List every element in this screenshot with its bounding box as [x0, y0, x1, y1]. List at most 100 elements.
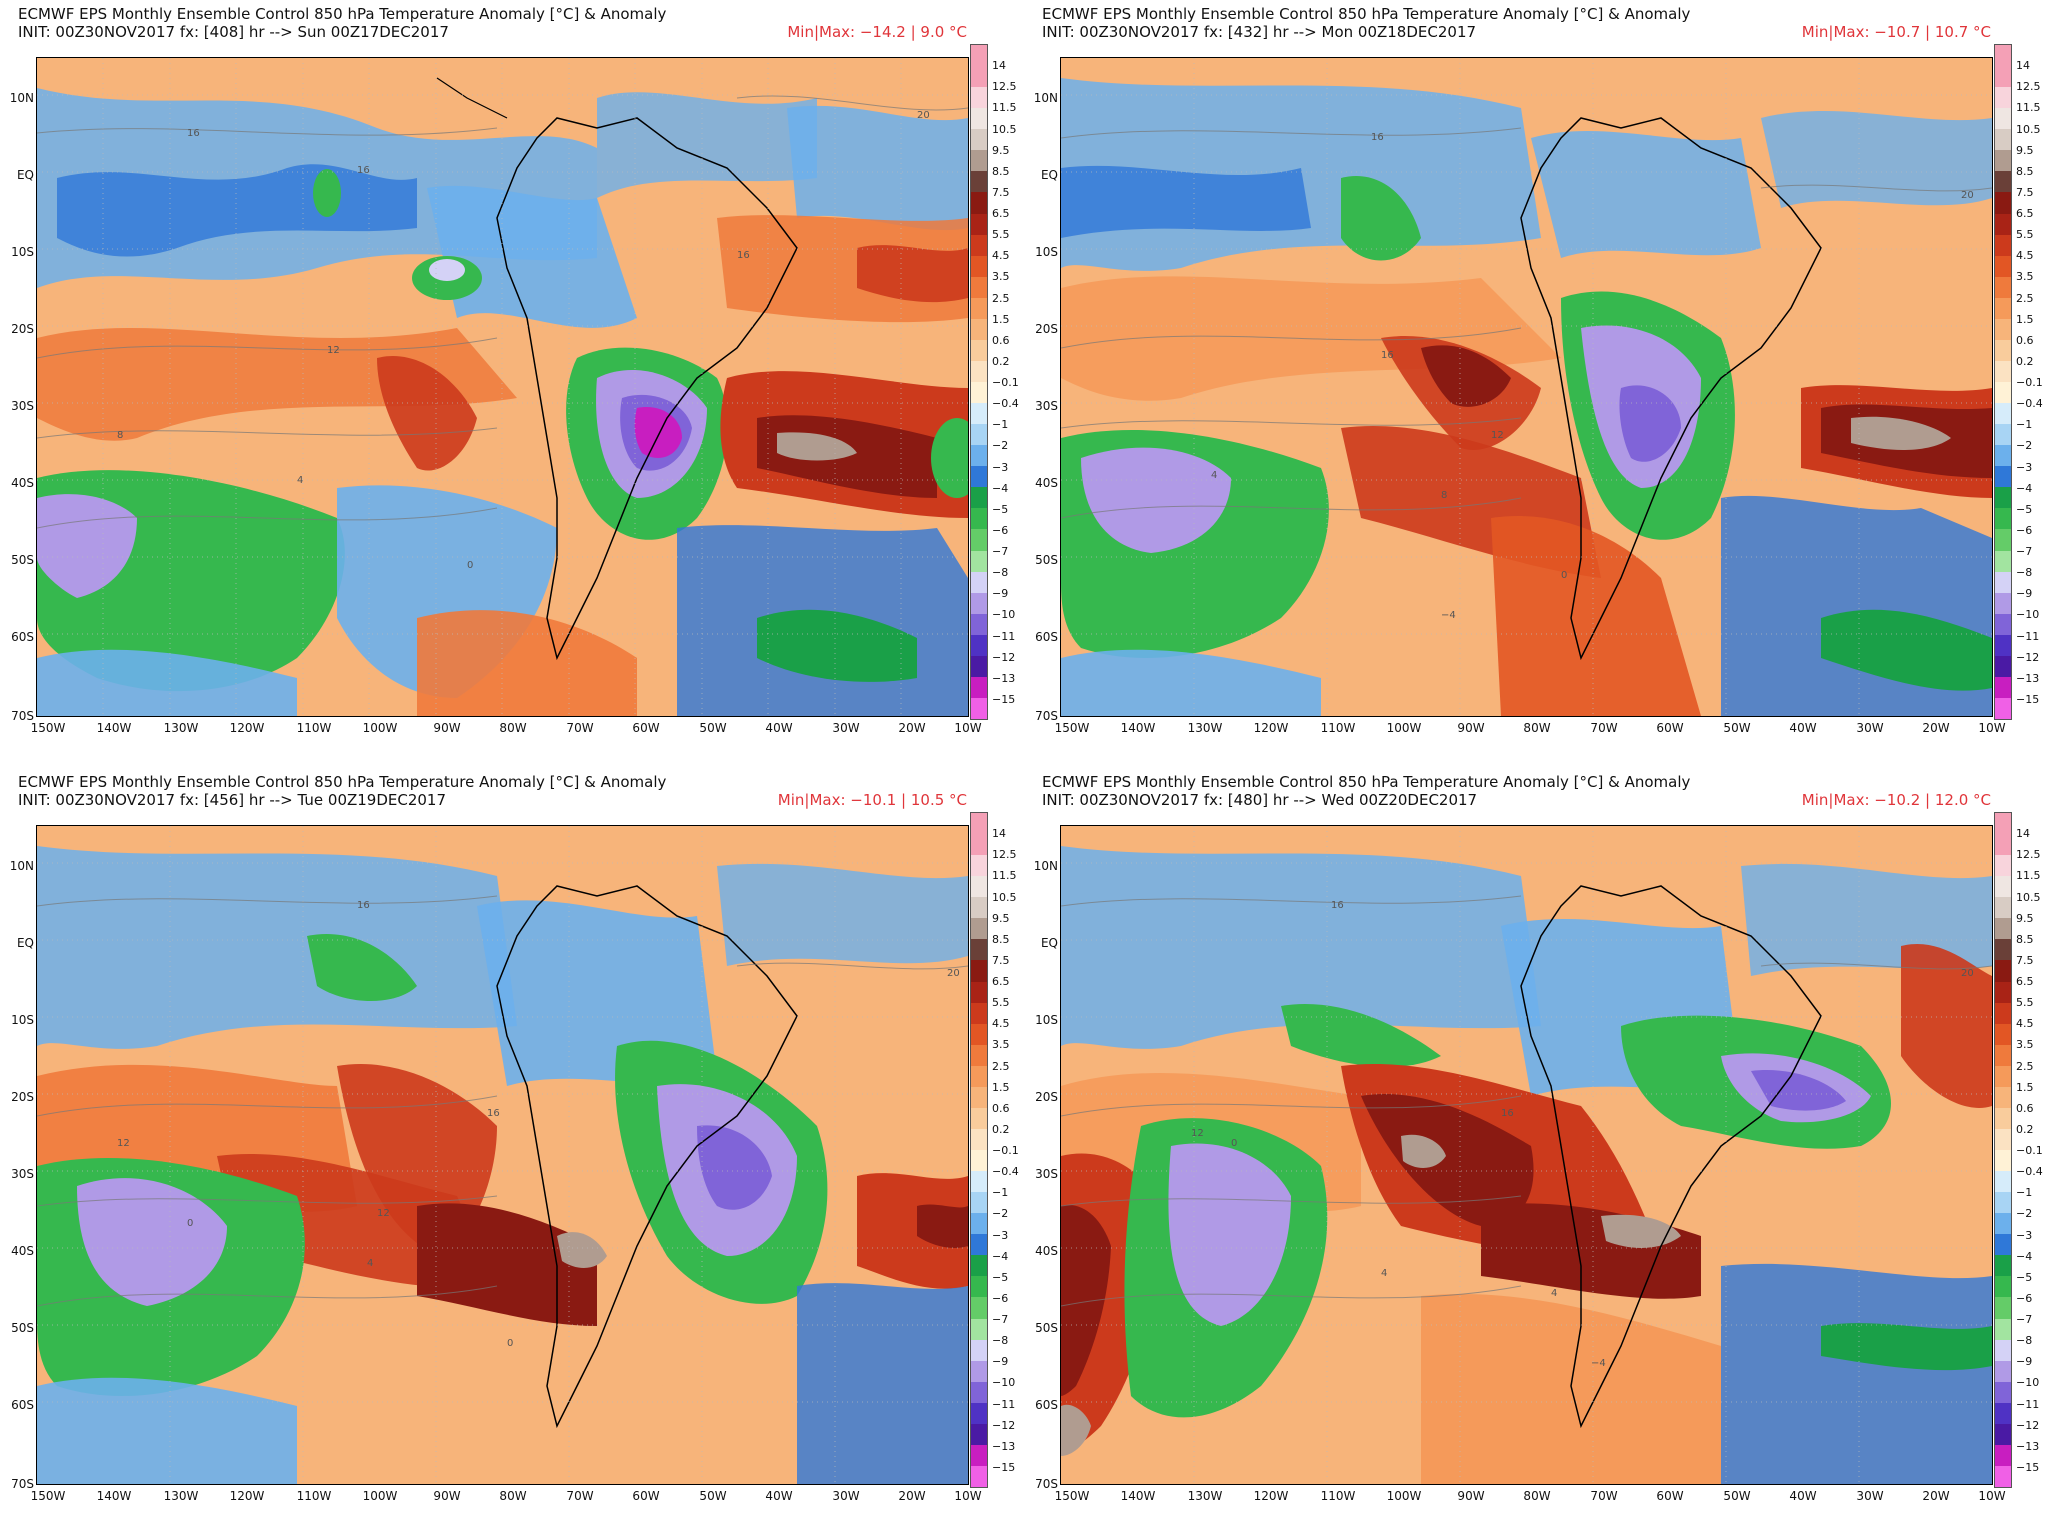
colorbar-tick-label: −10: [2016, 608, 2040, 622]
colorbar-cell: [971, 897, 987, 919]
colorbar-tick-label: 0.6: [992, 1101, 1010, 1115]
colorbar-tick-label: −12: [992, 1418, 1016, 1432]
colorbar-tick-label: −3: [992, 1228, 1009, 1242]
colorbar-cell: [971, 276, 987, 298]
contour-label: 16: [487, 1108, 500, 1119]
colorbar-tick-label: −11: [992, 1397, 1016, 1411]
colorbar-tick-label: −13: [2016, 1439, 2040, 1453]
colorbar-cell: [971, 255, 987, 277]
lon-label-120w: 120W: [229, 721, 265, 735]
colorbar-tick-label: −2: [992, 439, 1009, 453]
contour-label: 0: [1561, 570, 1567, 581]
lon-label-120w: 120W: [229, 1489, 265, 1503]
contour-label: 16: [357, 165, 370, 176]
colorbar-tick-label: 3.5: [2016, 1038, 2034, 1052]
colorbar-cell: [1995, 855, 2011, 877]
anomaly-map: 16 16 12 8 4 0 20 16: [36, 57, 969, 717]
colorbar-cell: [1995, 655, 2011, 677]
colorbar-tick-label: −13: [992, 671, 1016, 685]
colorbar-tick-label: 6.5: [992, 207, 1010, 220]
colorbar-cell: [1995, 297, 2011, 319]
lat-label-40s: 40S: [1035, 476, 1058, 490]
colorbar-cell: [1995, 1402, 2011, 1424]
lon-label-80w: 80W: [1523, 1489, 1551, 1503]
colorbar-cell: [1995, 897, 2011, 919]
colorbar-tick-label: −11: [2016, 1397, 2040, 1411]
colorbar-tick-label: 5.5: [2016, 228, 2034, 242]
colorbar-cell: [1995, 634, 2011, 656]
colorbar-tick-label: −0.1: [2016, 1144, 2043, 1157]
colorbar-tick-label: 2.5: [992, 291, 1010, 305]
lat-label-20s: 20S: [11, 1090, 34, 1104]
colorbar-cell: [971, 1360, 987, 1382]
colorbar-cell: [971, 876, 987, 898]
colorbar-cell: [1995, 1002, 2011, 1024]
colorbar-tick-label: 0.2: [992, 1122, 1010, 1136]
colorbar-tick-label: −0.1: [992, 376, 1019, 389]
colorbar-tick-label: 7.5: [2016, 953, 2034, 967]
lat-label-50s: 50S: [11, 553, 34, 567]
forecast-panel-1: ECMWF EPS Monthly Ensemble Control 850 h…: [0, 0, 1024, 768]
colorbar-tick-label: −4: [2016, 1249, 2033, 1263]
colorbar-tick-label: −9: [992, 587, 1009, 601]
contour-label: 16: [1331, 900, 1344, 911]
lon-label-100w: 100W: [362, 1489, 398, 1503]
lon-label-20w: 20W: [898, 1489, 926, 1503]
colorbar-cell: [1995, 276, 2011, 298]
colorbar-tick-label: −9: [992, 1355, 1009, 1369]
colorbar-cell: [971, 676, 987, 698]
lat-label-10n: 10N: [1033, 859, 1058, 873]
colorbar-tick-label: 12.5: [2016, 80, 2041, 94]
colorbar-cell: [1995, 1444, 2011, 1466]
lon-label-70w: 70W: [1590, 1489, 1618, 1503]
lat-label-50s: 50S: [1035, 553, 1058, 567]
colorbar-tick-label: −8: [2016, 566, 2033, 580]
lon-label-10w: 10W: [954, 721, 982, 735]
colorbar-tick-label: 1.5: [992, 1080, 1010, 1094]
colorbar-tick-label: −5: [2016, 502, 2033, 516]
colorbar-cell: [971, 1002, 987, 1024]
colorbar-cell: [971, 1192, 987, 1214]
lat-label-10s: 10S: [11, 1013, 34, 1027]
colorbar-tick-label: −4: [992, 1249, 1009, 1263]
colorbar-cell: [1995, 981, 2011, 1003]
colorbar-tick-label: 9.5: [2016, 143, 2034, 157]
lat-label-30s: 30S: [1035, 399, 1058, 413]
colorbar-tick-label: 2.5: [992, 1059, 1010, 1073]
contour-label: 4: [297, 475, 303, 486]
panel-minmax: Min|Max: −10.7 | 10.7 °C: [1801, 23, 1991, 41]
lat-label-70s: 70S: [1035, 1477, 1058, 1491]
contour-label: 20: [917, 110, 930, 121]
colorbar-cell: [1995, 1065, 2011, 1087]
colorbar-tick-label: 12.5: [992, 848, 1017, 862]
colorbar-tick-label: 10.5: [2016, 890, 2041, 904]
lat-label-60s: 60S: [11, 1398, 34, 1412]
forecast-panel-2: ECMWF EPS Monthly Ensemble Control 850 h…: [1024, 0, 2048, 768]
colorbar-cell: [1995, 529, 2011, 551]
colorbar-cell: [971, 1318, 987, 1340]
colorbar-tick-label: −0.4: [2016, 1165, 2043, 1179]
colorbar-cell: [971, 529, 987, 551]
colorbar-tick-label: −2: [992, 1207, 1009, 1221]
panel-minmax: Min|Max: −14.2 | 9.0 °C: [787, 23, 967, 41]
colorbar-tick-label: 7.5: [2016, 185, 2034, 199]
lon-label-10w: 10W: [954, 1489, 982, 1503]
colorbar-tick-label: 3.5: [2016, 270, 2034, 284]
contour-label: 0: [507, 1338, 513, 1349]
lon-label-60w: 60W: [1656, 1489, 1684, 1503]
lat-label-60s: 60S: [11, 630, 34, 644]
lat-label-10s: 10S: [1035, 1013, 1058, 1027]
colorbar-tick-label: −7: [992, 545, 1009, 558]
colorbar-cell: [971, 297, 987, 319]
colorbar-tick-label: −15: [992, 692, 1016, 706]
colorbar-cell: [1995, 234, 2011, 256]
colorbar-cell: [1995, 939, 2011, 961]
colorbar-cell: [1995, 1423, 2011, 1445]
colorbar-cell: [1995, 834, 2011, 856]
colorbar-cell: [971, 613, 987, 635]
colorbar-cell: [1995, 1150, 2011, 1172]
colorbar-cell: [1995, 1213, 2011, 1235]
contour-label: 0: [467, 560, 473, 571]
contour-label: 0: [187, 1218, 193, 1229]
lon-label-100w: 100W: [1386, 1489, 1422, 1503]
